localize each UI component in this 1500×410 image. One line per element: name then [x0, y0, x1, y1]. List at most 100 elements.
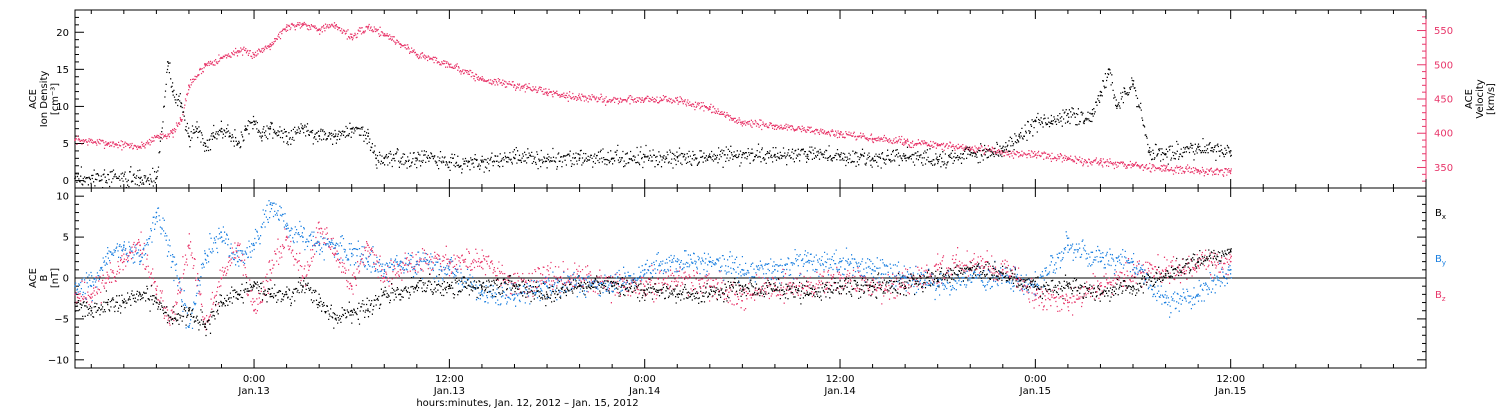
b-series-By-point — [643, 268, 646, 271]
density-series — [75, 62, 1232, 189]
b-series-Bx-point — [1067, 285, 1069, 288]
b-series-By-point — [904, 277, 906, 279]
velocity-series-point — [1164, 167, 1167, 170]
b-series-By-point — [1099, 260, 1102, 263]
velocity-series-point — [269, 43, 272, 46]
density-series-point — [302, 127, 304, 130]
b-series-Bx-point — [122, 301, 125, 304]
b-tick-label: 0 — [63, 274, 69, 285]
velocity-tick-label: 500 — [1434, 60, 1453, 71]
b-series-By-point — [383, 268, 386, 271]
legend-entry-Bx: Bx — [1435, 208, 1446, 221]
velocity-series-point — [179, 118, 182, 121]
velocity-axis-label-line: Velocity — [1475, 79, 1486, 118]
velocity-series — [75, 21, 1232, 177]
density-series-point — [1091, 112, 1094, 115]
velocity-series-point — [1132, 165, 1134, 168]
density-axis-label-line: ACE — [28, 89, 39, 109]
velocity-series-point — [936, 144, 939, 147]
b-series-Bx-point — [774, 289, 776, 292]
velocity-series-point — [106, 142, 109, 145]
velocity-series-point — [676, 99, 679, 102]
b-series-By-point — [171, 260, 174, 263]
density-series-point — [155, 177, 158, 180]
density-series-point — [936, 158, 939, 161]
x-tick-date-label: Jan.13 — [433, 386, 465, 397]
velocity-series-point — [236, 50, 239, 52]
density-series-point — [1034, 120, 1037, 123]
b-series-By-point — [1229, 268, 1232, 271]
b-series-Bz-point — [676, 277, 679, 279]
b-tick-label: 10 — [56, 192, 69, 203]
density-series-point — [212, 135, 215, 138]
b-series-By-point — [1164, 301, 1167, 304]
velocity-series-point — [546, 91, 548, 94]
b-series-Bx-point — [1001, 273, 1004, 275]
x-tick-time-label: 12:00 — [826, 374, 855, 385]
b-series-Bz-point — [334, 252, 337, 255]
b-series-Bz-point — [285, 236, 288, 239]
density-series-point — [228, 135, 231, 138]
b-series-Bx-point — [106, 301, 109, 304]
velocity-series-point — [1197, 170, 1199, 172]
velocity-series-point — [334, 24, 337, 27]
density-series-point — [1001, 150, 1004, 152]
density-series-point — [1107, 68, 1110, 71]
b-axis-label-line: [nT] — [50, 268, 61, 288]
b-series-Bx-point — [1197, 260, 1199, 263]
density-series-point — [871, 157, 874, 160]
density-series-point — [415, 157, 418, 160]
x-tick-date-label: Jan.15 — [1214, 386, 1246, 397]
density-series-point — [196, 127, 199, 130]
b-series-Bx-point — [383, 293, 386, 296]
b-axis-label-line: B — [39, 274, 50, 281]
density-series-point — [1083, 120, 1086, 123]
b-series-By-point — [676, 260, 679, 263]
b-series-Bz-point — [367, 244, 369, 247]
density-series-point — [285, 135, 288, 138]
b-series-By-point — [139, 260, 142, 263]
velocity-series-point — [415, 53, 418, 56]
density-axis-label: ACE Ion Density [cm⁻³] — [28, 71, 61, 128]
b-series-Bz-point — [302, 277, 304, 279]
b-tick-label: 5 — [63, 233, 69, 244]
b-series-Bz-point — [106, 277, 109, 279]
b-series-By-point — [1067, 244, 1069, 247]
b-series-By-point — [741, 268, 744, 271]
x-tick-date-label: Jan.14 — [628, 386, 660, 397]
velocity-series-point — [155, 135, 158, 138]
velocity-series-point — [1229, 170, 1232, 172]
velocity-series-point — [188, 84, 190, 87]
b-series-Bz-point — [936, 268, 939, 271]
velocity-series-point — [1099, 161, 1102, 164]
density-tick-label: 0 — [63, 176, 69, 187]
b-series-Bx-point — [741, 285, 744, 288]
density-series-point — [269, 127, 272, 130]
density-series-point — [448, 161, 451, 163]
b-series-By-point — [334, 244, 337, 247]
b-series-Bx-point — [448, 285, 451, 288]
b-series-Bx-point — [350, 309, 353, 312]
b-series-By-point — [708, 260, 711, 263]
density-series-point — [904, 157, 906, 160]
b-series-Bz-point — [350, 285, 353, 288]
b-series-Bx-point — [171, 318, 174, 320]
velocity-series-point — [1001, 151, 1004, 154]
density-tick-label: 15 — [56, 65, 69, 76]
velocity-series-point — [74, 139, 76, 142]
density-series-point — [1148, 151, 1151, 154]
velocity-series-point — [741, 122, 744, 124]
x-axis-title: hours:minutes, Jan. 12, 2012 – Jan. 15, … — [416, 398, 638, 409]
b-axis-label: ACE B [nT] — [28, 268, 61, 288]
b-series-Bz-point — [269, 268, 272, 271]
b-series-By-point — [839, 260, 841, 263]
density-series-point — [513, 157, 516, 160]
x-tick-time-label: 0:00 — [243, 374, 265, 385]
b-series-Bz-point — [481, 260, 483, 263]
density-series-point — [481, 161, 483, 163]
density-series-point — [676, 155, 679, 158]
density-axis-label-line: Ion Density — [39, 71, 50, 128]
velocity-series-point — [643, 98, 646, 100]
